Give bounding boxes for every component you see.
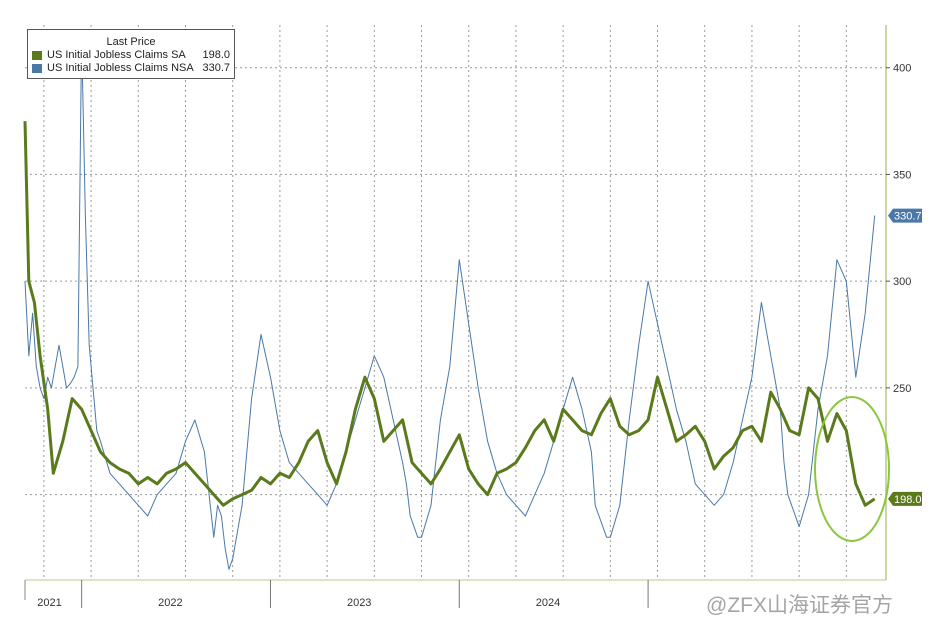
x-tick-label: 2021 <box>37 597 61 609</box>
annotation-circle <box>814 396 891 542</box>
legend-value-sa: 198.0 <box>202 49 230 61</box>
legend-title: Last Price <box>106 36 156 48</box>
legend-entry-sa: US Initial Jobless Claims SA 198.0 <box>28 49 234 62</box>
y-tick-label: 300 <box>893 276 911 288</box>
legend-name-sa: US Initial Jobless Claims SA <box>47 49 186 61</box>
y-tick-label: 350 <box>893 169 911 181</box>
series-line-sa <box>23 121 876 507</box>
series-lines <box>23 35 876 570</box>
legend-value-nsa: 330.7 <box>202 62 230 74</box>
y-tick-label: 400 <box>893 63 911 75</box>
badge-shape <box>888 208 922 223</box>
x-tick-label: 2024 <box>536 597 560 609</box>
last-value-badges: 198.0 330.7 <box>888 208 922 506</box>
legend-entry-nsa: US Initial Jobless Claims NSA 330.7 <box>28 62 234 75</box>
legend-swatch-sa <box>32 51 42 60</box>
legend-swatch-nsa <box>32 64 42 73</box>
legend: Last Price US Initial Jobless Claims SA … <box>27 29 235 79</box>
badge-sa: 198.0 <box>888 491 922 506</box>
x-tick-label: 2023 <box>347 597 371 609</box>
watermark: @ZFX山海证券官方 <box>706 594 893 617</box>
axis-ticks: 250 300 350 400 2021 2022 2023 2024 <box>37 63 911 609</box>
badge-nsa: 330.7 <box>888 208 922 223</box>
badge-label: 330.7 <box>894 211 922 223</box>
series-line-nsa <box>24 35 876 570</box>
y-tick-label: 250 <box>893 383 911 395</box>
legend-name-nsa: US Initial Jobless Claims NSA <box>47 62 194 74</box>
badge-shape <box>888 491 922 506</box>
x-tick-label: 2022 <box>158 597 182 609</box>
annotation <box>814 396 891 542</box>
grid <box>24 25 887 600</box>
badge-label: 198.0 <box>894 494 922 506</box>
